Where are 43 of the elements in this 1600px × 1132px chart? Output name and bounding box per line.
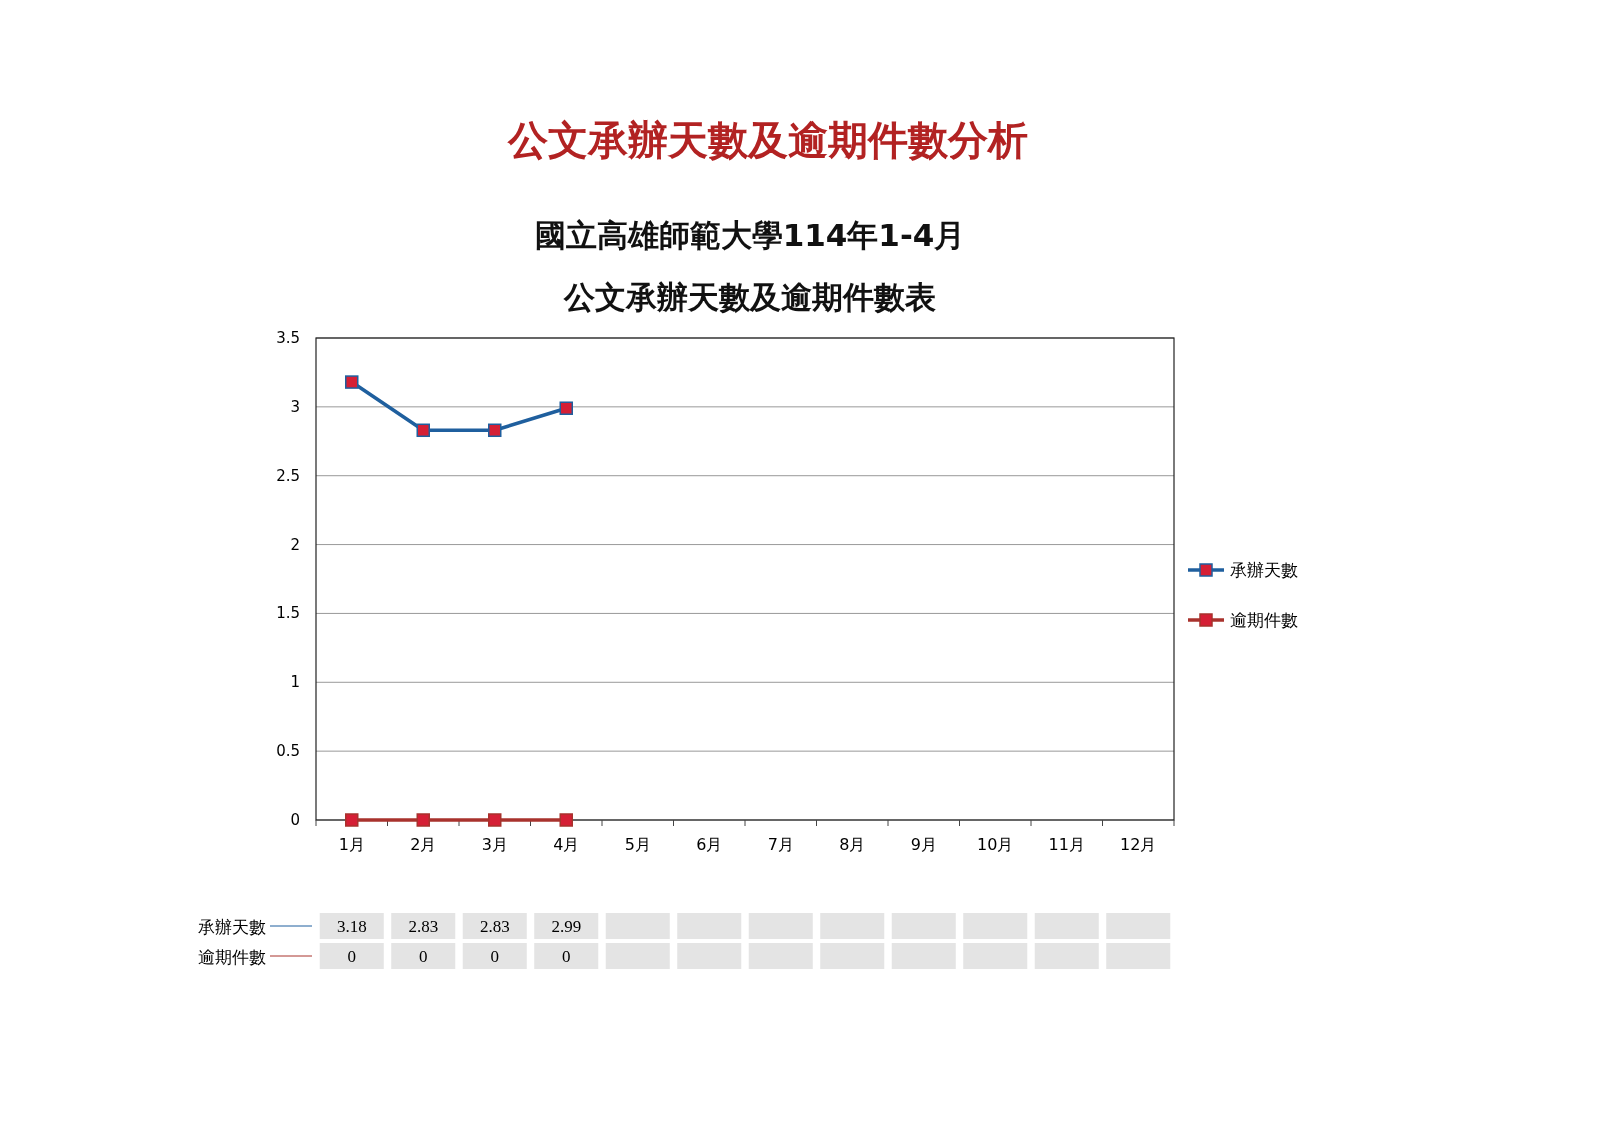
x-tick-label: 1月 <box>338 835 365 854</box>
x-tick-label: 10月 <box>977 835 1014 854</box>
y-tick-label: 0 <box>290 811 300 829</box>
data-label: 0 <box>347 947 356 966</box>
y-tick-label: 3 <box>290 397 300 416</box>
point <box>488 423 502 438</box>
x-tick-label: 2月 <box>410 835 437 854</box>
y-tick-label: 0.5 <box>276 742 300 761</box>
chart-subtitle: 國立高雄師範大學114年1-4月 <box>534 217 966 253</box>
x-tick-label: 6月 <box>696 835 723 854</box>
y-tick-label: 2.5 <box>276 466 300 485</box>
data-label: 0 <box>419 947 428 966</box>
x-tick-label: 5月 <box>624 835 651 854</box>
data-label: 2.99 <box>551 917 582 936</box>
point <box>559 813 573 827</box>
x-tick-label: 8月 <box>839 835 866 854</box>
point <box>345 813 359 827</box>
y-tick-label: 3.5 <box>276 329 300 347</box>
x-tick-label: 9月 <box>910 835 937 854</box>
x-tick-label: 3月 <box>481 835 508 854</box>
x-tick-label: 12月 <box>1120 835 1157 854</box>
data-label: 2.83 <box>408 917 439 936</box>
x-tick-label: 4月 <box>553 835 580 854</box>
legend-label: 承辦天數 <box>1230 560 1298 580</box>
x-tick-label: 11月 <box>1048 835 1085 854</box>
point <box>559 401 573 415</box>
text: 逾期件數 <box>198 947 266 967</box>
point <box>345 375 359 389</box>
y-tick-label: 1.5 <box>276 604 300 623</box>
point <box>488 813 502 827</box>
text: 公文承辦天數及逾期件數表 <box>563 279 936 315</box>
y-tick-label: 1 <box>290 673 300 692</box>
point <box>416 423 430 438</box>
data-label: 3.18 <box>336 917 367 936</box>
x-tick-label: 7月 <box>767 835 794 854</box>
y-tick-label: 2 <box>290 535 300 554</box>
legend-label: 逾期件數 <box>1230 610 1298 630</box>
text: 承辦天數 <box>198 917 266 937</box>
data-label: 0 <box>562 947 571 966</box>
chart-title: 公文承辦天數及逾期件數分析 <box>507 116 1028 163</box>
data-label: 0 <box>490 947 499 966</box>
point <box>416 813 430 827</box>
data-label: 2.83 <box>479 917 510 936</box>
